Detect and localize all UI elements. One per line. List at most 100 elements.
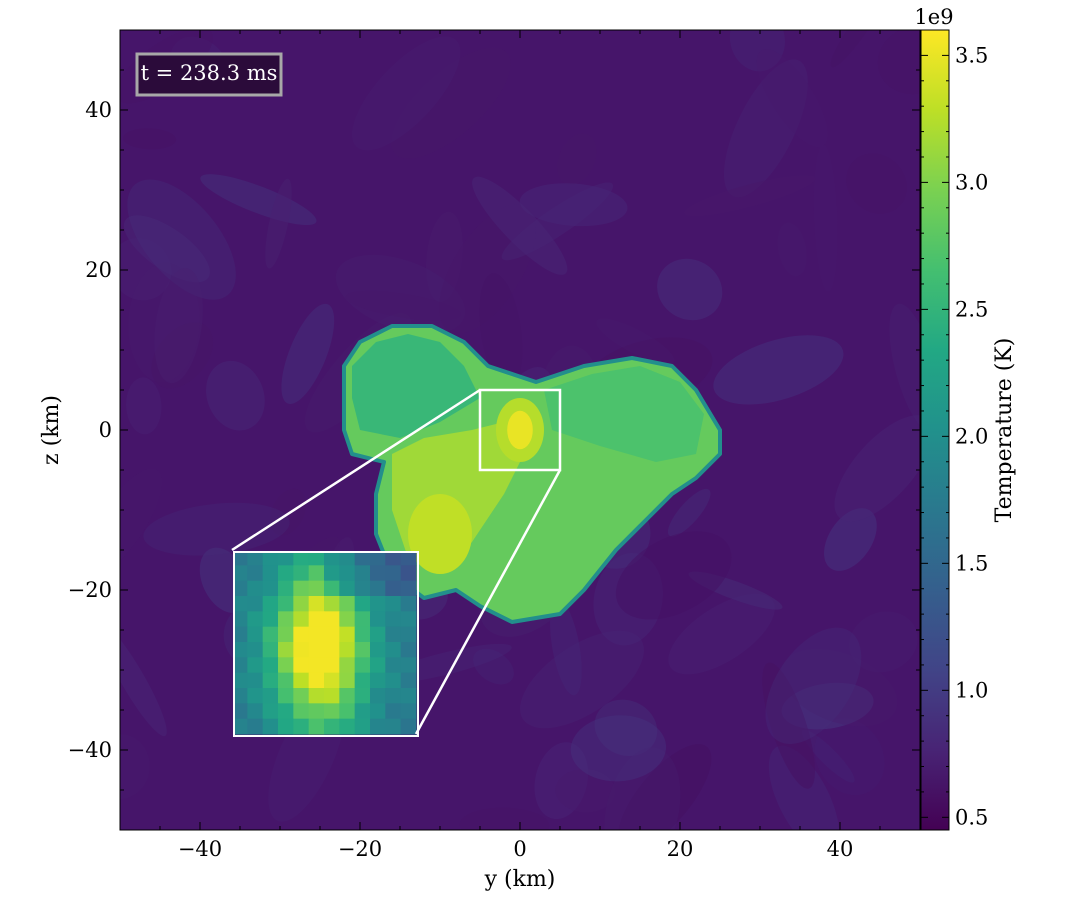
turbulence-patch <box>557 133 597 186</box>
colorbar-tick-label: 1.5 <box>955 551 988 575</box>
inset-cell <box>385 565 402 582</box>
turbulence-patch <box>683 175 816 217</box>
inset-cell <box>385 672 402 689</box>
turbulence-patch <box>813 144 838 292</box>
inset-cell <box>385 596 402 612</box>
turbulence-patch <box>594 699 658 757</box>
y-tick-label: 40 <box>85 98 112 122</box>
inset-cell <box>293 672 310 689</box>
inset-cell <box>370 596 386 612</box>
inset-cell <box>370 657 386 674</box>
inset-cell <box>293 580 310 597</box>
turbulence-patch <box>120 468 162 579</box>
inset-cell <box>370 565 386 582</box>
inset-pixels <box>234 552 417 735</box>
inset-connector-line <box>231 388 481 552</box>
inset-cell <box>354 565 371 582</box>
turbulence-patch <box>668 593 775 675</box>
hot-spot <box>507 410 533 450</box>
turbulence-patch <box>762 662 815 789</box>
turbulence-patch <box>849 611 918 673</box>
zoom-region-box <box>478 388 562 472</box>
inset-cell <box>370 552 386 566</box>
x-tick-label: 0 <box>513 837 526 861</box>
inset-cell <box>278 688 294 704</box>
turbulence-patch <box>127 179 236 300</box>
y-tick-label: −40 <box>68 738 112 762</box>
inset-cell <box>293 718 310 735</box>
inset-cell <box>247 626 264 643</box>
inset-cell <box>308 611 325 628</box>
inset-cell <box>278 657 294 674</box>
inset-cell <box>308 672 325 689</box>
inset-cell <box>234 580 248 597</box>
turbulence-patch <box>781 682 874 730</box>
inset-cell <box>278 611 294 628</box>
inset-cell <box>370 672 386 689</box>
inset-cell <box>324 703 340 720</box>
turbulence-patch <box>814 718 885 796</box>
inset-cell <box>354 672 371 689</box>
inset-cell <box>234 688 248 704</box>
y-tick-label: −20 <box>68 578 112 602</box>
colorbar-tick-label: 3.5 <box>955 43 988 67</box>
inset-cell <box>385 642 402 658</box>
turbulence-patch <box>618 744 712 830</box>
turbulence-patch <box>519 183 628 227</box>
inset-cell <box>400 626 417 643</box>
inset-cell <box>262 642 279 658</box>
turbulence-patch <box>126 377 162 435</box>
inset-cell <box>324 657 340 674</box>
turbulence-patch <box>801 729 855 783</box>
inset-cell <box>278 552 294 566</box>
inset-cell <box>354 611 371 628</box>
inset-cell <box>400 688 417 704</box>
inset-cell <box>324 552 340 566</box>
colorbar-gradient <box>921 30 949 830</box>
turbulence-patch <box>143 502 290 556</box>
inset-cell <box>339 611 356 628</box>
inset-cell <box>247 657 264 674</box>
turbulence-patch <box>688 571 783 610</box>
inset-cell <box>385 718 402 735</box>
turbulence-patch <box>555 769 616 813</box>
inset-cell <box>324 626 340 643</box>
turbulence-patch <box>834 415 920 522</box>
inset-cell <box>262 552 279 566</box>
turbulence-patch <box>824 508 877 571</box>
x-tick-label: 20 <box>667 837 694 861</box>
inset-cell <box>370 626 386 643</box>
inset-cell <box>278 703 294 720</box>
heatmap <box>120 30 920 830</box>
inset-connector-line <box>414 469 562 735</box>
turbulence-patch <box>657 258 723 321</box>
inset-cell <box>324 718 340 735</box>
inset-cell <box>308 565 325 582</box>
colorbar-ticks: 0.5 1.0 1.5 2.0 2.5 3.0 3.5 <box>921 43 988 829</box>
inset-cell <box>339 580 356 597</box>
turbulence-patch <box>765 627 862 745</box>
turbulence-patch <box>777 222 807 277</box>
inset-cell <box>339 718 356 735</box>
inset-cell <box>354 596 371 612</box>
turbulence-patch <box>154 267 203 384</box>
inset-cell <box>308 626 325 643</box>
hot-region-right-lobe <box>544 366 704 462</box>
turbulence-patch <box>667 488 711 537</box>
inset-cell <box>293 703 310 720</box>
inset-cell <box>339 657 356 674</box>
turbulence-patch <box>439 204 536 334</box>
inset-cell <box>400 596 417 612</box>
inset-cell <box>339 565 356 582</box>
inset-cell <box>324 642 340 658</box>
inset-cell <box>293 657 310 674</box>
inset-cell <box>262 611 279 628</box>
hot-region-core <box>408 494 472 574</box>
inset-cell <box>262 565 279 582</box>
inset-cell <box>385 552 402 566</box>
turbulence-patch <box>345 290 462 321</box>
turbulence-patch <box>120 622 167 737</box>
inset-cell <box>400 611 417 628</box>
inset-cell <box>308 642 325 658</box>
